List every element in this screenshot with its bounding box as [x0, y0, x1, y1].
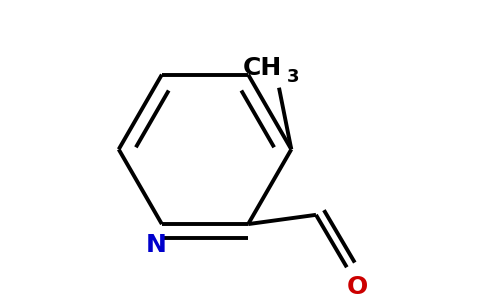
Text: N: N	[145, 233, 166, 257]
Text: O: O	[347, 275, 368, 299]
Text: 3: 3	[287, 68, 299, 86]
Text: CH: CH	[243, 56, 282, 80]
